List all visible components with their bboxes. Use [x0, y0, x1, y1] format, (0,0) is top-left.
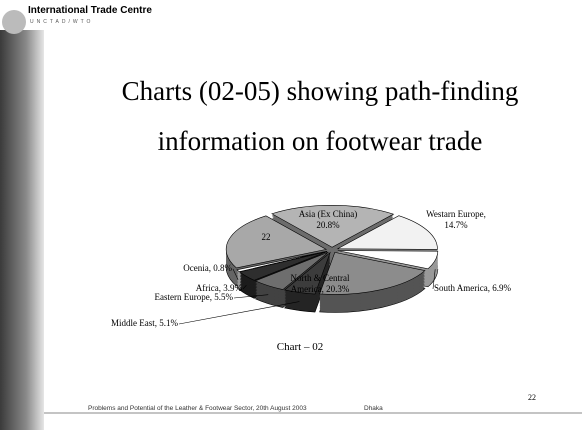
label: Africa, 3.9%: [120, 283, 242, 294]
label: North & Central America, 20.3%: [275, 273, 365, 295]
label: Middle East, 5.1%: [60, 318, 178, 329]
footer: Problems and Potential of the Leather & …: [88, 405, 307, 412]
chart-title: Chart – 02: [277, 341, 323, 353]
header-band: [0, 0, 582, 30]
value-label: 20.3%: [326, 284, 350, 294]
header-org: International Trade Centre: [28, 5, 152, 16]
category: Eastern Europe,: [154, 292, 212, 302]
value-label: 20.8%: [316, 220, 340, 230]
slide-title: Charts (02-05) showing path-finding: [122, 76, 519, 106]
category: Asia (Ex China): [298, 209, 358, 219]
slice: [271, 205, 395, 248]
header-sub: UNCTAD/WTO: [30, 19, 93, 25]
label: Asia (Ex China) 20.8%: [283, 209, 373, 231]
slice-label: South America, 6.9%: [434, 283, 544, 294]
leader-line: [178, 301, 300, 325]
slice-label: Ocenia, 0.8%: [110, 263, 232, 274]
value-label: 3.9%: [223, 283, 242, 293]
slice: [319, 252, 426, 295]
slice: [337, 250, 439, 270]
slice: [225, 215, 328, 269]
label: Westarn Europe, 14.7%: [406, 209, 506, 231]
value-label: 5.1%: [159, 318, 178, 328]
value-label: 14.7%: [444, 220, 468, 230]
label: South America, 6.9%: [434, 283, 544, 294]
leader-line: [242, 285, 247, 290]
slice: [283, 251, 331, 295]
side-stripe: [0, 30, 44, 430]
label: 22: [246, 232, 286, 243]
category: North & Central America,: [290, 273, 350, 294]
leader-line: [233, 294, 269, 299]
slice-label: 22: [246, 232, 286, 243]
value-label: 0.8%: [213, 263, 232, 273]
logo-globe: [2, 10, 26, 34]
category: Ocenia,: [183, 263, 211, 273]
slice-label: Middle East, 5.1%: [60, 318, 178, 329]
label: Ocenia, 0.8%: [110, 263, 232, 274]
category: South America,: [434, 283, 490, 293]
slide-title: information on footwear trade: [158, 126, 483, 156]
leader-line: [232, 268, 239, 280]
value-label: 22: [261, 232, 271, 242]
value-label: 5.5%: [214, 292, 233, 302]
slice: [254, 251, 329, 290]
leader-line: [432, 269, 436, 290]
label: Eastern Europe, 5.5%: [100, 292, 233, 303]
slice-label: Asia (Ex China)20.8%: [283, 209, 373, 231]
slice-label: Westarn Europe,14.7%: [406, 209, 506, 231]
category: Middle East,: [111, 318, 157, 328]
footer-place: Dhaka: [364, 405, 383, 412]
slice-label: Africa, 3.9%: [120, 283, 242, 294]
slice-label: North & Central America, 20.3%: [275, 273, 365, 295]
value-label: 6.9%: [492, 283, 511, 293]
slice-label: Eastern Europe, 5.5%: [100, 292, 233, 303]
slice: [236, 250, 327, 272]
category: Westarn Europe,: [426, 209, 486, 219]
slice: [337, 215, 438, 250]
slice: [239, 251, 328, 281]
page-number: 22: [528, 393, 536, 402]
category: Africa,: [195, 283, 221, 293]
